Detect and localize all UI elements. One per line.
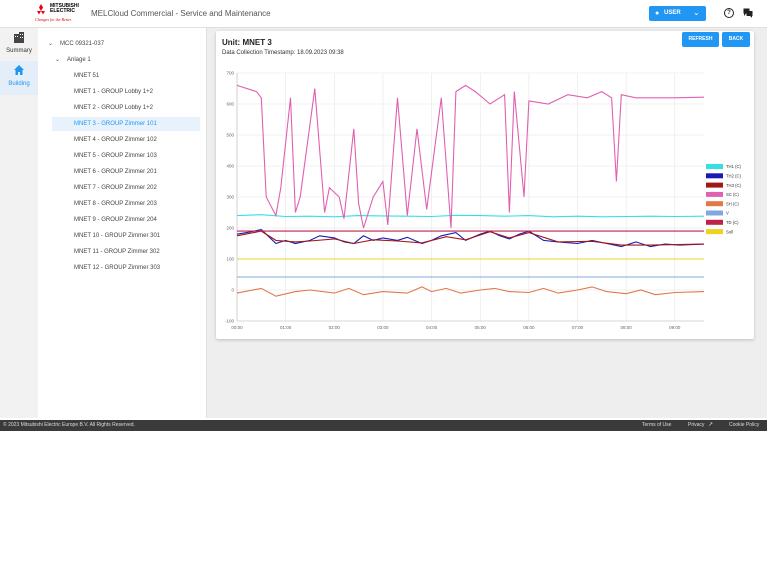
legend-label: TD (C) — [726, 220, 739, 225]
back-button[interactable]: BACK — [722, 32, 750, 47]
brand-text: MITSUBISHI ELECTRIC — [50, 3, 79, 14]
x-tick-label: 09:00 — [669, 325, 681, 330]
user-menu-button[interactable]: ● USER ⌄ — [649, 6, 706, 21]
legend-swatch — [706, 164, 723, 169]
x-tick-label: 02:00 — [329, 325, 341, 330]
legend-label: V — [726, 211, 729, 216]
y-tick-label: 600 — [226, 102, 234, 107]
tree-item[interactable]: MNET 9 - GROUP Zimmer 204 — [74, 217, 157, 223]
legend-label: Soll — [726, 229, 733, 234]
tree-selection-highlight — [52, 117, 200, 131]
y-tick-label: 700 — [226, 71, 234, 76]
y-tick-label: 200 — [226, 226, 234, 231]
nav-item-summary[interactable]: Summary — [0, 28, 38, 62]
y-tick-label: -100 — [225, 319, 235, 324]
tree-item[interactable]: MNET 10 - GROUP Zimmer 301 — [74, 233, 161, 239]
data-timestamp: Data Collection Timestamp: 18.09.2023 09… — [222, 50, 344, 56]
tree-root[interactable]: MCC 09321-037 — [60, 41, 105, 47]
external-link-icon: ↗ — [708, 422, 714, 428]
tree-item[interactable]: MNET 1 - GROUP Lobby 1+2 — [74, 89, 153, 95]
copyright-text: © 2023 Mitsubishi Electric Europe B.V. A… — [3, 422, 135, 428]
x-tick-label: 04:00 — [426, 325, 438, 330]
terms-link[interactable]: Terms of Use — [642, 422, 672, 428]
series-line — [236, 286, 705, 297]
help-icon[interactable]: ? — [724, 8, 734, 18]
legend-label: SH (C) — [726, 201, 739, 206]
footer: © 2023 Mitsubishi Electric Europe B.V. A… — [0, 420, 767, 431]
tree-item[interactable]: MNET 6 - GROUP Zimmer 201 — [74, 169, 157, 175]
tree-item[interactable]: MNET 5 - GROUP Zimmer 103 — [74, 153, 157, 159]
legend-label: TH3 (C) — [726, 183, 741, 188]
tree-item[interactable]: MNET 8 - GROUP Zimmer 203 — [74, 201, 157, 207]
nav-label-building: Building — [8, 81, 30, 87]
expand-chevron-icon[interactable]: ⌄ — [48, 41, 54, 47]
tree-item[interactable]: MNET 4 - GROUP Zimmer 102 — [74, 137, 157, 143]
x-tick-label: 06:00 — [523, 325, 535, 330]
series-line — [236, 214, 705, 218]
building-grid-icon — [14, 32, 24, 43]
left-nav: Summary Building — [0, 28, 39, 418]
nav-item-building[interactable]: Building — [0, 61, 38, 95]
chat-icon[interactable] — [743, 8, 753, 18]
tree-item[interactable]: MNET 51 — [74, 73, 100, 79]
legend-swatch — [706, 229, 723, 235]
tree-item-selected[interactable]: MNET 3 - GROUP Zimmer 101 — [74, 121, 157, 127]
legend-swatch — [706, 191, 723, 197]
series-line — [236, 230, 705, 246]
legend-swatch — [706, 201, 723, 207]
person-icon: ● — [655, 10, 660, 17]
unit-title: Unit: MNET 3 — [222, 38, 272, 47]
tree-item[interactable]: MNET 11 - GROUP Zimmer 302 — [74, 249, 160, 255]
brand-tagline: Changes for the Better — [35, 17, 72, 22]
y-tick-label: 0 — [231, 288, 234, 293]
line-chart: -100 0 100 200 300 400 500 600 700 00:00 01:00 02:0… — [225, 71, 742, 331]
y-tick-label: 400 — [226, 164, 234, 169]
privacy-link[interactable]: Privacy — [688, 422, 705, 428]
x-tick-label: 00:00 — [231, 325, 243, 330]
x-tick-label: 03:00 — [377, 325, 389, 330]
top-bar: MITSUBISHI ELECTRIC Changes for the Bett… — [0, 0, 767, 28]
y-tick-label: 500 — [226, 133, 234, 138]
x-tick-label: 07:00 — [572, 325, 584, 330]
user-button-label: USER — [664, 10, 681, 16]
legend-swatch — [706, 219, 723, 225]
legend-label: SC (C) — [726, 192, 739, 197]
tree-item[interactable]: MNET 2 - GROUP Lobby 1+2 — [74, 105, 153, 111]
x-tick-label: 01:00 — [280, 325, 292, 330]
y-tick-label: 300 — [226, 195, 234, 200]
tree-group[interactable]: Anlage 1 — [67, 57, 91, 63]
dropdown-icon: ⌄ — [693, 8, 700, 17]
x-tick-label: 08:00 — [621, 325, 633, 330]
home-icon — [14, 65, 24, 75]
x-tick-label: 05:00 — [475, 325, 487, 330]
y-tick-label: 100 — [226, 257, 234, 262]
legend-swatch — [706, 182, 723, 188]
nav-label-summary: Summary — [6, 48, 32, 54]
legend-label: TH2 (C) — [726, 174, 741, 179]
legend-swatch — [706, 210, 723, 216]
mitsubishi-logo — [37, 4, 45, 15]
cookie-link[interactable]: Cookie Policy — [729, 422, 760, 428]
unit-tree: ⌄ MCC 09321-037 ⌄ Anlage 1 MNET 51 MNET … — [38, 28, 207, 418]
expand-chevron-icon[interactable]: ⌄ — [55, 57, 61, 63]
legend-label: TH1 (C) — [726, 164, 741, 169]
series-line — [236, 84, 705, 229]
tree-item[interactable]: MNET 7 - GROUP Zimmer 202 — [74, 185, 157, 191]
tree-item[interactable]: MNET 12 - GROUP Zimmer 303 — [74, 265, 161, 271]
legend-swatch — [706, 173, 723, 179]
app-title: MELCloud Commercial - Service and Mainte… — [91, 9, 271, 18]
refresh-button[interactable]: REFRESH — [682, 32, 719, 47]
unit-card — [216, 31, 754, 339]
